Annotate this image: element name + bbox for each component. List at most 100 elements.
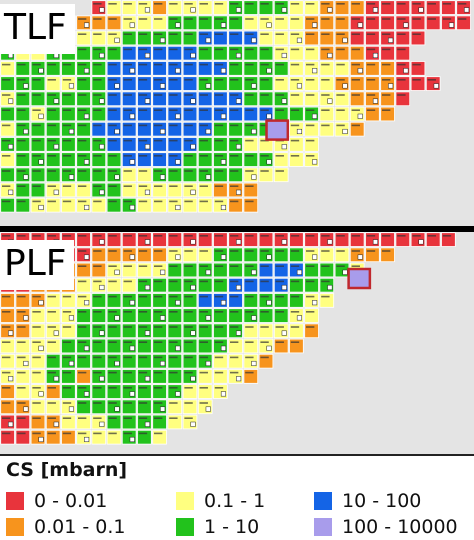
- cell-label-mark: [290, 341, 300, 343]
- stable-marker: [99, 421, 105, 427]
- nuclide-cell: [91, 152, 107, 167]
- cell-label-mark: [184, 33, 193, 35]
- nuclide-cell: [243, 247, 259, 263]
- stable-marker: [175, 113, 181, 119]
- cell-label-mark: [138, 170, 148, 172]
- cell-label-mark: [199, 387, 208, 389]
- cell-label-mark: [108, 139, 117, 142]
- stable-marker: [99, 7, 105, 13]
- stable-marker: [53, 376, 59, 382]
- nuclide-cell: [61, 91, 76, 107]
- cell-label-mark: [366, 79, 376, 81]
- cell-label-mark: [62, 124, 72, 127]
- cell-label-mark: [245, 79, 254, 81]
- nuclide-cell: [15, 137, 31, 152]
- cell-label-mark: [245, 280, 254, 283]
- cell-label-mark: [78, 311, 87, 313]
- nuclide-cell: [228, 30, 243, 46]
- nuclide-cell: [334, 106, 350, 122]
- cell-label-mark: [78, 139, 87, 142]
- nuclide-cell: [121, 353, 137, 369]
- nuclide-cell: [61, 369, 76, 384]
- cell-label-mark: [412, 235, 421, 237]
- cell-label-mark: [32, 356, 41, 359]
- nuclide-cell: [213, 277, 228, 293]
- cell-label-mark: [123, 402, 132, 404]
- cell-label-mark: [230, 109, 239, 111]
- cell-label-mark: [199, 402, 208, 404]
- stable-marker: [372, 98, 378, 104]
- nuclide-cell: [76, 45, 91, 61]
- cell-label-mark: [93, 155, 102, 157]
- nuclide-cell: [121, 121, 137, 137]
- cell-label-mark: [397, 48, 406, 51]
- nuclide-cell: [410, 61, 426, 76]
- cell-label-mark: [366, 94, 376, 96]
- cell-label-mark: [351, 109, 360, 111]
- cell-label-mark: [108, 3, 117, 5]
- nuclide-cell: [289, 61, 304, 76]
- cell-label-mark: [336, 3, 345, 5]
- cell-label-mark: [2, 356, 11, 359]
- cell-label-mark: [78, 18, 87, 20]
- stable-marker: [68, 315, 74, 321]
- cell-label-mark: [62, 356, 72, 359]
- cell-label-mark: [138, 326, 148, 328]
- cell-label-mark: [108, 250, 117, 252]
- stable-marker: [357, 68, 363, 74]
- cell-label-mark: [336, 18, 345, 20]
- cell-label-mark: [260, 33, 269, 35]
- cell-label-mark: [245, 170, 254, 172]
- cell-label-mark: [230, 311, 239, 313]
- cell-label-mark: [184, 109, 193, 111]
- cell-label-mark: [275, 63, 284, 66]
- cell-label-mark: [154, 170, 163, 172]
- nuclide-cell: [273, 106, 289, 122]
- stable-marker: [175, 345, 181, 351]
- cell-label-mark: [108, 356, 117, 359]
- cell-label-mark: [260, 356, 269, 359]
- cell-label-mark: [184, 94, 193, 96]
- cell-label-mark: [17, 124, 26, 127]
- nuclide-cell: [152, 277, 167, 293]
- stable-marker: [99, 144, 105, 150]
- nuclide-cell: [137, 429, 152, 445]
- cell-label-mark: [351, 79, 360, 81]
- cell-label-mark: [17, 155, 26, 157]
- nuclide-cell: [121, 30, 137, 46]
- cell-label-mark: [336, 265, 345, 267]
- nuclide-cell: [425, 232, 441, 247]
- cell-label-mark: [275, 265, 284, 267]
- cell-label-mark: [154, 235, 163, 237]
- cell-label-mark: [108, 155, 117, 157]
- stable-marker: [84, 204, 90, 211]
- nuclide-cell: [304, 262, 319, 278]
- nuclide-cell: [137, 399, 152, 415]
- cell-label-mark: [123, 250, 132, 252]
- stable-marker: [251, 269, 257, 275]
- cell-label-mark: [93, 3, 102, 5]
- nuclide-cell: [76, 369, 91, 384]
- nuclide-cell: [0, 353, 15, 369]
- nuclide-cell: [197, 15, 213, 31]
- cell-label-mark: [154, 356, 163, 359]
- cell-label-mark: [230, 200, 239, 203]
- cell-label-mark: [260, 326, 269, 328]
- cell-label-mark: [169, 295, 178, 298]
- stable-marker: [8, 421, 14, 427]
- stable-marker: [114, 83, 120, 89]
- cell-label-mark: [321, 94, 330, 96]
- cell-label-mark: [138, 155, 148, 157]
- cell-label-mark: [184, 18, 193, 20]
- cell-label-mark: [47, 79, 56, 81]
- cell-label-mark: [169, 341, 178, 343]
- nuclide-cell: [380, 0, 395, 15]
- cell-label-mark: [442, 18, 452, 20]
- stable-marker: [190, 144, 196, 150]
- nuclide-cell: [289, 137, 304, 152]
- nuclide-cell: [228, 152, 243, 167]
- stable-marker: [38, 345, 44, 351]
- cell-label-mark: [62, 170, 72, 172]
- cell-label-mark: [108, 200, 117, 203]
- stable-marker: [220, 159, 226, 165]
